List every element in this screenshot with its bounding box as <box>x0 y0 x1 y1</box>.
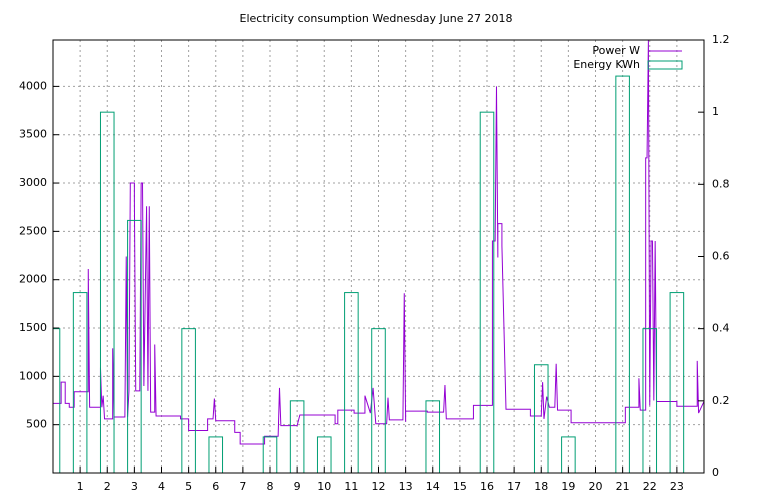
energy-box <box>669 292 685 473</box>
y2-tick-label: 0.6 <box>712 250 730 263</box>
x-tick-label: 14 <box>426 480 440 493</box>
x-tick-label: 23 <box>670 480 684 493</box>
x-tick-label: 10 <box>317 480 331 493</box>
energy-box <box>127 219 142 473</box>
x-tick-label: 17 <box>507 480 521 493</box>
legend-swatch <box>647 60 683 70</box>
energy-box <box>479 111 495 473</box>
x-tick-label: 8 <box>267 480 274 493</box>
x-tick-label: 16 <box>480 480 494 493</box>
y-tick-label: 4000 <box>19 79 47 92</box>
energy-box <box>72 292 88 473</box>
y2-tick-label: 1.2 <box>712 33 730 46</box>
y2-tick-label: 0.4 <box>712 322 730 335</box>
energy-box <box>425 400 441 473</box>
x-tick-label: 5 <box>185 480 192 493</box>
energy-box <box>533 364 549 473</box>
x-tick-label: 9 <box>294 480 301 493</box>
x-tick-label: 19 <box>561 480 575 493</box>
y-tick-label: 2500 <box>19 224 47 237</box>
y2-tick-label: 0 <box>712 466 719 479</box>
chart-title: Electricity consumption Wednesday June 2… <box>240 12 513 25</box>
power-line <box>53 40 704 445</box>
x-tick-label: 4 <box>158 480 165 493</box>
y-tick-label: 3500 <box>19 128 47 141</box>
x-tick-label: 3 <box>131 480 138 493</box>
x-tick-label: 1 <box>77 480 84 493</box>
x-tick-label: 15 <box>453 480 467 493</box>
y-tick-label: 1500 <box>19 321 47 334</box>
legend-label: Energy KWh <box>573 58 640 71</box>
energy-box <box>289 400 305 473</box>
x-tick-label: 7 <box>239 480 246 493</box>
x-tick-label: 11 <box>344 480 358 493</box>
y2-tick-label: 1 <box>712 105 719 118</box>
y2-tick-label: 0.8 <box>712 177 730 190</box>
x-tick-label: 21 <box>616 480 630 493</box>
x-tick-label: 2 <box>104 480 111 493</box>
y-tick-label: 1000 <box>19 369 47 382</box>
x-tick-label: 12 <box>372 480 386 493</box>
x-tick-label: 20 <box>589 480 603 493</box>
y2-tick-label: 0.2 <box>712 394 730 407</box>
energy-box <box>344 292 359 473</box>
x-tick-label: 22 <box>643 480 657 493</box>
x-tick-label: 6 <box>212 480 219 493</box>
y-tick-label: 2000 <box>19 273 47 286</box>
energy-box <box>53 328 61 473</box>
y-tick-label: 3000 <box>19 176 47 189</box>
x-tick-label: 18 <box>534 480 548 493</box>
x-tick-label: 13 <box>399 480 413 493</box>
y-tick-label: 500 <box>26 418 47 431</box>
energy-box <box>99 111 115 473</box>
legend-label: Power W <box>592 44 640 57</box>
